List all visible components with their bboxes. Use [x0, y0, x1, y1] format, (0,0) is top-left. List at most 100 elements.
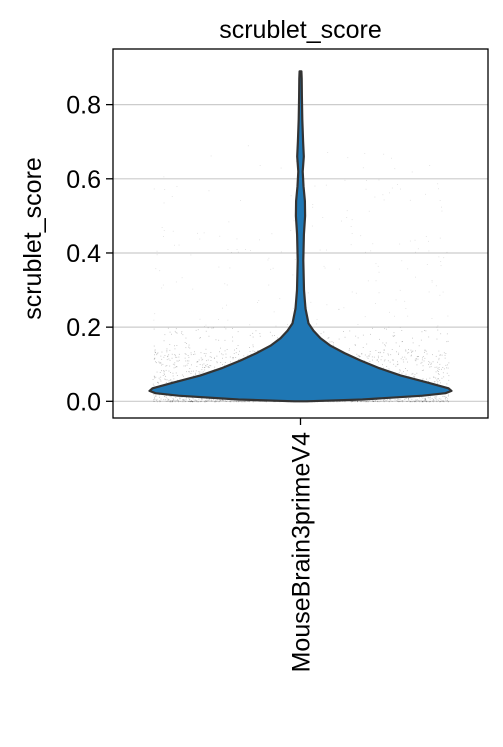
jitter-point — [433, 401, 434, 403]
jitter-point — [363, 401, 365, 403]
jitter-point — [378, 271, 380, 273]
jitter-point — [398, 400, 400, 402]
jitter-point — [235, 357, 237, 358]
jitter-point — [156, 398, 158, 400]
jitter-point — [204, 401, 205, 403]
jitter-point — [405, 350, 407, 352]
jitter-point — [426, 353, 428, 355]
jitter-point — [192, 401, 194, 403]
jitter-point — [364, 153, 366, 154]
jitter-point — [386, 366, 388, 367]
jitter-point — [169, 401, 171, 403]
jitter-point — [372, 401, 374, 402]
jitter-point — [367, 280, 369, 282]
jitter-point — [197, 401, 199, 403]
jitter-point — [224, 339, 226, 341]
jitter-point — [412, 342, 414, 344]
jitter-point — [202, 364, 203, 366]
jitter-point — [255, 330, 257, 332]
jitter-point — [187, 355, 189, 356]
jitter-point — [161, 227, 163, 228]
jitter-point — [332, 401, 334, 403]
jitter-point — [160, 376, 162, 378]
jitter-point — [375, 303, 376, 304]
jitter-point — [424, 349, 426, 351]
jitter-point — [161, 364, 162, 366]
jitter-point — [431, 398, 433, 400]
jitter-point — [166, 395, 167, 397]
jitter-point — [154, 349, 156, 351]
jitter-point — [172, 400, 174, 402]
jitter-point — [163, 340, 165, 342]
jitter-point — [219, 235, 221, 237]
jitter-point — [188, 360, 190, 362]
jitter-point — [156, 254, 158, 256]
jitter-point — [448, 375, 450, 377]
jitter-point — [420, 339, 422, 341]
jitter-point — [174, 399, 176, 401]
jitter-point — [185, 360, 187, 362]
jitter-point — [159, 372, 161, 373]
jitter-point — [384, 328, 386, 330]
jitter-point — [292, 274, 294, 276]
jitter-point — [233, 401, 235, 403]
jitter-point — [440, 382, 441, 384]
jitter-point — [191, 401, 193, 402]
jitter-point — [414, 401, 416, 402]
jitter-point — [385, 345, 386, 347]
jitter-point — [153, 400, 155, 402]
jitter-point — [388, 326, 390, 328]
jitter-point — [160, 398, 162, 400]
jitter-point — [188, 401, 190, 402]
jitter-point — [188, 344, 190, 346]
jitter-point — [154, 354, 155, 356]
jitter-point — [441, 377, 443, 379]
jitter-point — [181, 277, 183, 279]
jitter-point — [429, 398, 431, 400]
jitter-point — [435, 377, 437, 379]
jitter-point — [410, 401, 411, 403]
jitter-point — [209, 365, 211, 366]
jitter-point — [162, 363, 164, 365]
jitter-point — [384, 359, 386, 361]
jitter-point — [397, 400, 399, 402]
jitter-point — [421, 401, 423, 403]
jitter-point — [167, 355, 169, 357]
jitter-point — [163, 372, 165, 374]
jitter-point — [447, 315, 449, 317]
jitter-point — [245, 401, 247, 403]
jitter-point — [362, 347, 364, 348]
y-tick-label: 0.2 — [66, 314, 101, 342]
jitter-point — [214, 401, 216, 403]
jitter-point — [227, 319, 229, 321]
jitter-point — [414, 374, 416, 376]
jitter-point — [447, 340, 449, 342]
jitter-point — [193, 370, 194, 372]
jitter-point — [307, 292, 309, 294]
jitter-point — [424, 400, 426, 402]
jitter-point — [437, 368, 439, 370]
jitter-point — [385, 342, 387, 344]
jitter-point — [430, 401, 431, 402]
jitter-point — [174, 345, 175, 347]
jitter-point — [390, 399, 392, 401]
jitter-point — [165, 399, 167, 401]
jitter-point — [436, 379, 438, 381]
jitter-point — [394, 335, 396, 336]
jitter-point — [168, 370, 170, 372]
jitter-point — [377, 355, 379, 357]
jitter-point — [279, 298, 281, 300]
jitter-point — [222, 364, 223, 365]
jitter-point — [193, 354, 194, 355]
jitter-point — [154, 396, 155, 398]
jitter-point — [439, 363, 441, 365]
jitter-point — [376, 360, 378, 361]
jitter-point — [181, 401, 183, 403]
jitter-point — [344, 179, 346, 181]
jitter-point — [205, 355, 206, 357]
jitter-point — [259, 239, 260, 241]
jitter-point — [231, 252, 232, 253]
jitter-point — [185, 353, 187, 355]
jitter-point — [184, 342, 186, 343]
jitter-point — [247, 145, 249, 147]
